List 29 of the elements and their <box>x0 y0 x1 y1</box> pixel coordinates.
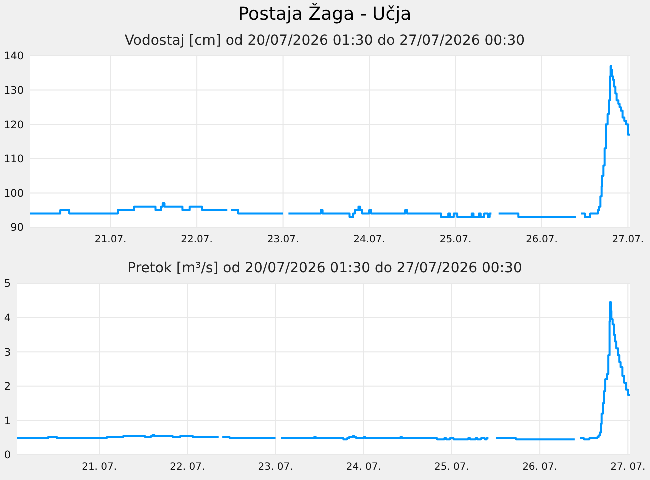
chart-subtitle: Vodostaj [cm] od 20/07/2026 01:30 do 27/07/2026 00:30 <box>124 33 526 49</box>
y-tick-label: 130 <box>4 84 24 97</box>
x-tick-label: 26.07. <box>526 234 558 246</box>
y-tick-label: 2 <box>4 381 11 394</box>
y-tick-label: 3 <box>4 346 11 359</box>
y-tick-label: 1 <box>4 415 11 428</box>
chart-title: Postaja Žaga - Učja <box>238 3 412 25</box>
y-tick-label: 120 <box>4 119 24 132</box>
x-tick-label: 25. 07. <box>434 462 470 473</box>
y-tick-label: 140 <box>4 50 24 63</box>
y-tick-label: 110 <box>4 154 24 166</box>
x-tick-label: 26. 07. <box>522 462 558 473</box>
x-tick-label: 21. 07. <box>82 462 118 473</box>
y-tick-label: 0 <box>4 450 11 462</box>
x-tick-label: 21.07. <box>94 234 127 246</box>
x-tick-label: 27. 07. <box>610 462 646 473</box>
x-tick-label: 23.07. <box>267 234 300 246</box>
x-tick-label: 22. 07. <box>170 462 206 473</box>
y-tick-label: 5 <box>4 278 11 290</box>
x-tick-label: 22.07. <box>181 234 213 246</box>
x-tick-label: 24. 07. <box>346 462 382 473</box>
y-tick-label: 90 <box>10 222 24 234</box>
x-tick-label: 25.07. <box>440 234 472 246</box>
x-tick-label: 24.07. <box>354 234 386 246</box>
chart-subtitle: Pretok [m³/s] od 20/07/2026 01:30 do 27/07/2026 00:30 <box>128 260 522 276</box>
y-tick-label: 4 <box>4 312 12 324</box>
x-tick-label: 23. 07. <box>258 462 294 473</box>
y-tick-label: 100 <box>4 188 24 200</box>
x-tick-label: 27.07. <box>612 234 644 246</box>
